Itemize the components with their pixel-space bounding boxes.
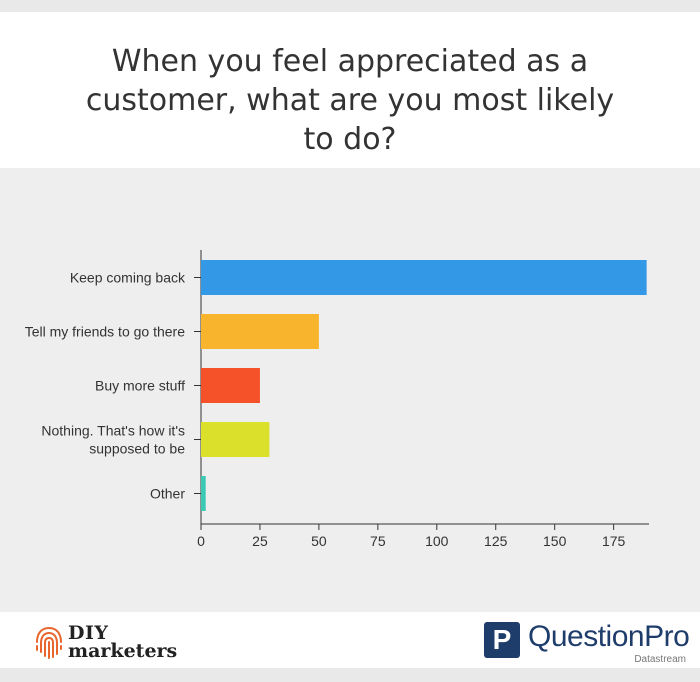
x-tick-label-5: 125 xyxy=(484,533,508,549)
x-tick-label-0: 0 xyxy=(197,533,205,549)
bar-1 xyxy=(201,314,319,349)
x-tick-label-6: 150 xyxy=(543,533,567,549)
bar-3 xyxy=(201,422,270,457)
footer: DIY marketers P QuestionPro Datastream xyxy=(0,612,700,668)
bottom-strip xyxy=(0,668,700,682)
questionpro-logo: P QuestionPro Datastream xyxy=(484,620,694,666)
bar-4 xyxy=(201,476,206,511)
chart-area: Keep coming back Tell my friends to go th… xyxy=(0,168,700,612)
x-tick-label-1: 25 xyxy=(252,533,268,549)
bar-chart: Keep coming back Tell my friends to go th… xyxy=(25,250,649,549)
category-label-4-0: Other xyxy=(150,486,185,502)
chart-title: When you feel appreciated as a customer,… xyxy=(85,44,615,157)
category-label-3-1: supposed to be xyxy=(89,441,185,457)
questionpro-mark-letter: P xyxy=(492,624,512,655)
x-tick-label-4: 100 xyxy=(425,533,449,549)
questionpro-sub: Datastream xyxy=(634,654,686,665)
questionpro-mark-icon: P xyxy=(484,622,520,658)
fingerprint-icon xyxy=(36,627,62,659)
x-tick-label-2: 50 xyxy=(311,533,327,549)
bar-2 xyxy=(201,368,260,403)
diy-marketers-logo: DIY marketers xyxy=(34,620,194,664)
questionpro-name: QuestionPro xyxy=(528,620,690,653)
x-tick-label-7: 175 xyxy=(602,533,626,549)
category-label-0-0: Keep coming back xyxy=(70,270,186,286)
category-label-2-0: Buy more stuff xyxy=(95,378,185,394)
diy-logo-line1: DIY xyxy=(68,622,109,644)
title-area: When you feel appreciated as a customer,… xyxy=(0,12,700,168)
diy-logo-line2: marketers xyxy=(68,640,178,662)
top-strip xyxy=(0,0,700,12)
category-label-3-0: Nothing. That's how it's xyxy=(41,423,185,439)
category-label-1-0: Tell my friends to go there xyxy=(25,324,186,340)
x-tick-label-3: 75 xyxy=(370,533,386,549)
bar-0 xyxy=(201,260,647,295)
